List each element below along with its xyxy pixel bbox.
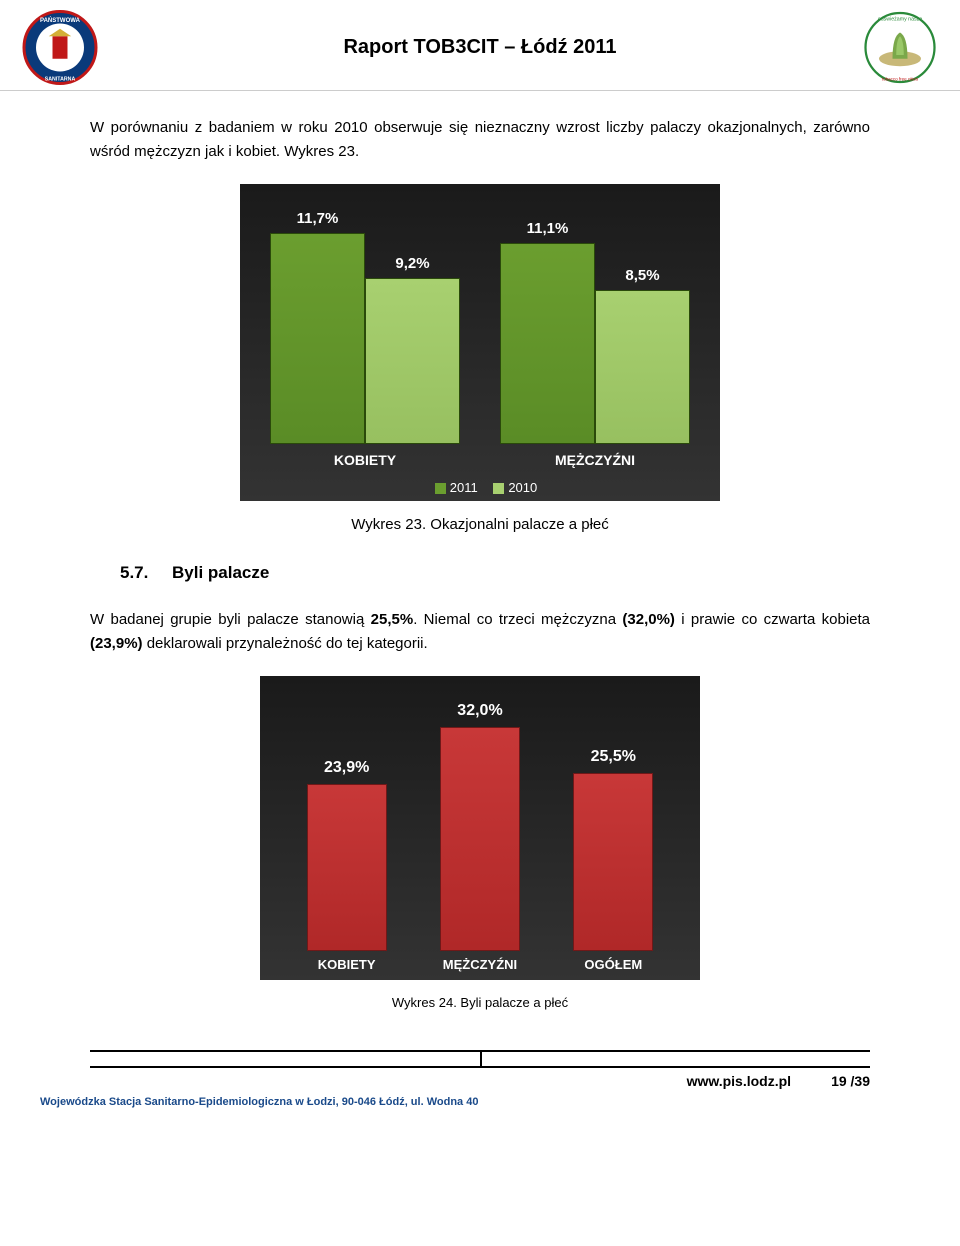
section-title: Byli palacze [172, 563, 269, 582]
bar-value-label: 11,7% [297, 210, 339, 227]
bar-2011: 11,1% [500, 243, 595, 444]
paragraph-1: W porównaniu z badaniem w roku 2010 obse… [90, 116, 870, 164]
logo-right-tobacco-free: odświeżamy nasze tobacco free cities [860, 10, 940, 85]
legend-2010: 2010 [508, 480, 537, 495]
chart-23-caption: Wykres 23. Okazjonalni palacze a płeć [90, 516, 870, 533]
page-content: W porównaniu z badaniem w roku 2010 obse… [0, 91, 960, 1050]
bar-value-label: 8,5% [625, 267, 659, 284]
logo-left-sanitary-inspection: PAŃSTWOWA SANITARNA [20, 10, 100, 85]
bar: 32,0% [440, 727, 520, 951]
bar-2011: 11,7% [270, 233, 365, 445]
bar-value-label: 25,5% [591, 748, 636, 766]
bar-value-label: 32,0% [457, 702, 502, 720]
bar-value-label: 9,2% [395, 255, 429, 272]
bar-group: 11,1%8,5% [492, 243, 699, 444]
svg-text:tobacco free cities: tobacco free cities [882, 77, 919, 82]
page-header: PAŃSTWOWA SANITARNA Raport TOB3CIT – Łód… [0, 0, 960, 91]
bar-group: 11,7%9,2% [262, 233, 469, 445]
bar-value-label: 11,1% [527, 220, 569, 237]
page-number: 19 /39 [831, 1073, 870, 1089]
paragraph-2: W badanej grupie byli palacze stanowią 2… [90, 608, 870, 656]
axis-label: MĘŻCZYŹNI [414, 957, 546, 972]
bar-2010: 9,2% [365, 278, 460, 444]
bar: 25,5% [573, 773, 653, 952]
section-number: 5.7. [120, 563, 148, 582]
footer-meta: www.pis.lodz.pl 19 /39 [0, 1068, 960, 1094]
svg-text:odświeżamy nasze: odświeżamy nasze [878, 17, 922, 23]
axis-label: OGÓŁEM [547, 957, 679, 972]
chart-23-legend: 2011 2010 [240, 476, 720, 501]
chart-24-wrap: 23,9% 32,0% 25,5% KOBIETYMĘŻCZYŹNIOGÓŁEM [90, 676, 870, 980]
chart-24-caption: Wykres 24. Byli palacze a płeć [90, 995, 870, 1010]
legend-2011: 2011 [450, 480, 478, 495]
svg-text:SANITARNA: SANITARNA [45, 77, 76, 83]
bar-2010: 8,5% [595, 290, 690, 444]
axis-label: KOBIETY [281, 957, 413, 972]
footer-divider [90, 1050, 870, 1068]
axis-label: KOBIETY [262, 452, 469, 468]
footer-url: www.pis.lodz.pl [687, 1073, 791, 1089]
bar: 23,9% [307, 784, 387, 951]
chart-23: 11,7%9,2%11,1%8,5% KOBIETYMĘŻCZYŹNI 2011… [240, 184, 720, 501]
bar-value-label: 23,9% [324, 759, 369, 777]
footer-organization: Wojewódzka Stacja Sanitarno-Epidemiologi… [0, 1094, 960, 1118]
axis-label: MĘŻCZYŹNI [492, 452, 699, 468]
chart-24: 23,9% 32,0% 25,5% KOBIETYMĘŻCZYŹNIOGÓŁEM [260, 676, 700, 980]
section-heading: 5.7. Byli palacze [120, 563, 870, 583]
page-title: Raport TOB3CIT – Łódź 2011 [100, 36, 860, 59]
chart-23-wrap: 11,7%9,2%11,1%8,5% KOBIETYMĘŻCZYŹNI 2011… [90, 184, 870, 501]
